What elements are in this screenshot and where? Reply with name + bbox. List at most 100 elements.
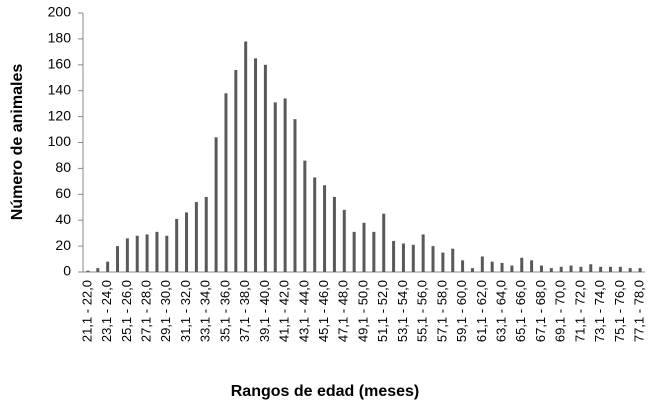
bar (638, 268, 642, 272)
x-tick-label: 39,1 - 40,0 (257, 280, 272, 342)
x-tick-label: 25,1 - 26,0 (119, 280, 134, 342)
bar (441, 252, 445, 272)
bar (530, 260, 534, 272)
bar (608, 266, 612, 272)
x-tick-label: 65,1 - 66,0 (513, 280, 528, 342)
x-tick-label: 43,1 - 44,0 (296, 280, 311, 342)
y-axis-title: Número de animales (9, 64, 26, 221)
bar (303, 160, 307, 272)
x-tick-label: 27,1 - 28,0 (139, 280, 154, 342)
bar (234, 69, 238, 272)
bar (283, 98, 287, 272)
bar (224, 93, 228, 272)
y-tick-label: 40 (55, 211, 71, 227)
bar (116, 246, 120, 272)
x-tick-label: 35,1 - 36,0 (217, 280, 232, 342)
bar (323, 185, 327, 272)
bar (520, 257, 524, 272)
x-tick-label: 67,1 - 68,0 (533, 280, 548, 342)
bar (145, 234, 149, 272)
bar (254, 58, 258, 273)
x-tick-label: 49,1 - 50,0 (355, 280, 370, 342)
bar (352, 231, 356, 272)
x-tick-label: 37,1 - 38,0 (237, 280, 252, 342)
x-tick-label: 59,1 - 60,0 (454, 280, 469, 342)
bar (382, 213, 386, 272)
x-tick-label: 33,1 - 34,0 (198, 280, 213, 342)
x-tick-label: 29,1 - 30,0 (158, 280, 173, 342)
bar (332, 196, 336, 272)
y-tick-label: 60 (55, 185, 71, 201)
y-tick-label: 80 (55, 159, 71, 175)
bar (411, 244, 415, 272)
x-tick-label: 47,1 - 48,0 (336, 280, 351, 342)
x-tick-label: 63,1 - 64,0 (493, 280, 508, 342)
bar (392, 240, 396, 272)
bar (579, 266, 583, 272)
x-tick-label: 77,1 - 78,0 (632, 280, 647, 342)
bar (175, 218, 179, 272)
bar (549, 268, 553, 272)
bar (480, 256, 484, 272)
bar (155, 231, 159, 272)
x-tick-label: 55,1 - 56,0 (415, 280, 430, 342)
bar (362, 222, 366, 272)
bar (451, 248, 455, 272)
bar (490, 261, 494, 272)
bar (165, 235, 169, 272)
y-tick-label: 120 (48, 107, 72, 123)
y-tick-label: 200 (48, 4, 72, 20)
x-tick-label: 73,1 - 74,0 (592, 280, 607, 342)
bar (618, 266, 622, 272)
bar (293, 119, 297, 272)
bar (431, 246, 435, 272)
bar (342, 209, 346, 272)
x-tick-label: 75,1 - 76,0 (612, 280, 627, 342)
y-tick-label: 180 (48, 30, 72, 46)
x-tick-label: 41,1 - 42,0 (277, 280, 292, 342)
bar (461, 260, 465, 272)
x-tick-label: 61,1 - 62,0 (474, 280, 489, 342)
bar (263, 64, 267, 272)
x-tick-label: 23,1 - 24,0 (99, 280, 114, 342)
x-axis-title: Rangos de edad (meses) (231, 383, 420, 400)
bar (539, 265, 543, 272)
bar (470, 268, 474, 272)
x-tick-label: 57,1 - 58,0 (434, 280, 449, 342)
bar (628, 268, 632, 272)
bar (273, 102, 277, 272)
y-tick-label: 140 (48, 81, 72, 97)
x-tick-label: 51,1 - 52,0 (375, 280, 390, 342)
x-tick-label: 69,1 - 70,0 (553, 280, 568, 342)
bar (589, 264, 593, 272)
bar (214, 137, 218, 272)
bar (106, 261, 110, 272)
bar (194, 202, 198, 272)
bar (401, 243, 405, 272)
bar (500, 262, 504, 272)
bar (421, 234, 425, 272)
y-tick-label: 0 (63, 263, 71, 279)
bar (204, 196, 208, 272)
y-tick-label: 160 (48, 56, 72, 72)
bar (313, 177, 317, 272)
bar (559, 266, 563, 272)
bar (125, 238, 129, 272)
bar (372, 231, 376, 272)
bar (569, 265, 573, 272)
y-tick-label: 100 (48, 133, 72, 149)
bar (244, 41, 248, 272)
x-tick-label: 53,1 - 54,0 (395, 280, 410, 342)
bar (135, 235, 139, 272)
bar (510, 265, 514, 272)
bar (86, 270, 90, 272)
x-tick-label: 71,1 - 72,0 (572, 280, 587, 342)
bar (599, 266, 603, 272)
bar (185, 212, 189, 272)
bar (96, 268, 100, 272)
x-tick-label: 31,1 - 32,0 (178, 280, 193, 342)
x-tick-label: 45,1 - 46,0 (316, 280, 331, 342)
x-tick-label: 21,1 - 22,0 (79, 280, 94, 342)
y-tick-label: 20 (55, 237, 71, 253)
